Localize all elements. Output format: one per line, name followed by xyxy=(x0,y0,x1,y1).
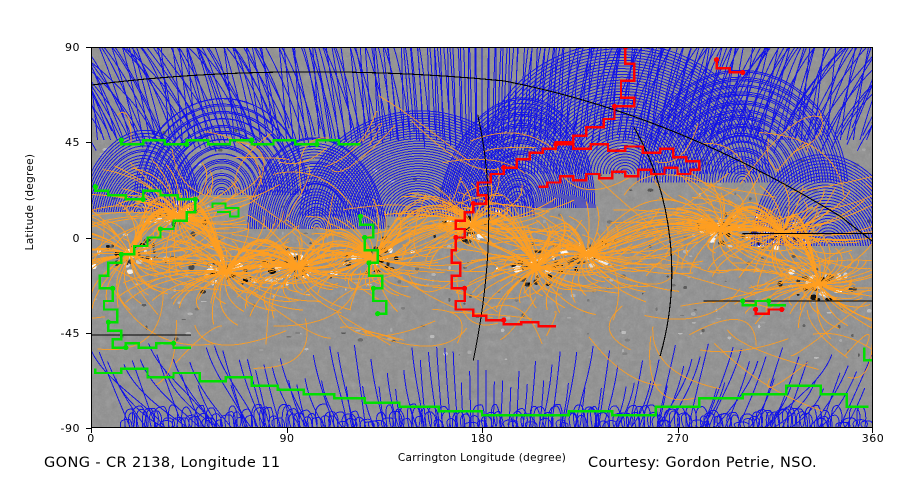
y-tickmark-0 xyxy=(86,238,91,239)
y-axis-label: Latitude (degree) xyxy=(24,153,36,251)
x-tickmark-180 xyxy=(482,428,483,433)
polarity-inversion-line-layer xyxy=(92,47,873,417)
x-tick-label-90: 90 xyxy=(279,432,295,445)
y-tick-label-neg90: -90 xyxy=(60,422,80,435)
x-tick-label-0: 0 xyxy=(87,432,95,445)
y-tickmark-45 xyxy=(86,142,91,143)
figure-caption-left: GONG - CR 2138, Longitude 11 xyxy=(44,455,281,471)
magnetic-field-map xyxy=(91,47,873,428)
closed-field-line-layer xyxy=(91,95,873,412)
y-tickmark-90 xyxy=(86,47,91,48)
y-tickmark-neg45 xyxy=(86,333,91,334)
y-tick-label-0: 0 xyxy=(72,232,80,245)
x-tickmark-360 xyxy=(872,428,873,433)
figure-caption-right: Courtesy: Gordon Petrie, NSO. xyxy=(588,455,818,471)
y-tickmark-neg90 xyxy=(86,428,91,429)
synoptic-map-plot xyxy=(91,47,873,428)
y-tick-label-90: 90 xyxy=(65,41,80,54)
x-tick-label-360: 360 xyxy=(861,432,885,445)
x-tickmark-0 xyxy=(91,428,92,433)
x-tick-label-180: 180 xyxy=(470,432,494,445)
x-tickmark-90 xyxy=(287,428,288,433)
x-tickmark-270 xyxy=(678,428,679,433)
x-tick-label-270: 270 xyxy=(666,432,690,445)
y-tick-label-45: 45 xyxy=(65,136,80,149)
plot-frame xyxy=(91,47,873,428)
y-tick-label-neg45: -45 xyxy=(60,327,80,340)
x-axis-label: Carrington Longitude (degree) xyxy=(397,452,567,464)
